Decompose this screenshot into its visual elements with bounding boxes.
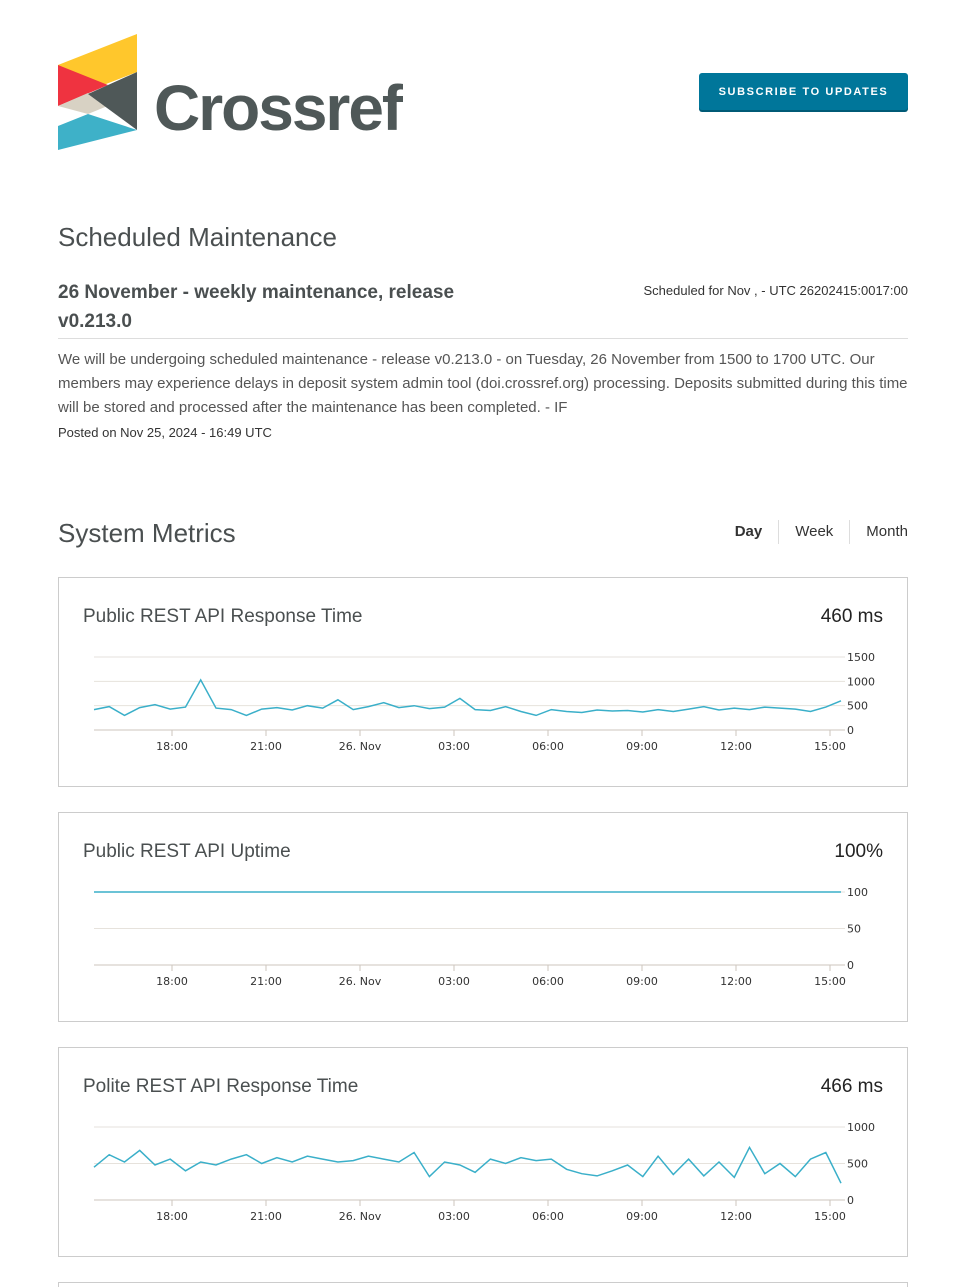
metric-chart: 0 50 100 18:00 21:00 26. Nov 03:00 06:00 09:00 12… (94, 886, 868, 988)
metric-card: Public REST API Uptime 100% 0 50 100 18:00 2… (58, 812, 908, 1022)
metric-card: Polite REST API Response Time 466 ms 0 50… (58, 1047, 908, 1257)
metric-title: Public REST API Uptime (83, 841, 291, 862)
x-tick-label: 03:00 (438, 740, 470, 753)
series-line (93, 678, 842, 717)
x-tick-label: 12:00 (720, 1210, 752, 1223)
range-week[interactable]: Week (778, 520, 849, 544)
y-tick-label: 500 (847, 700, 868, 713)
metric-chart: 0 500 1000 18:00 21:00 26. Nov 03:00 06:00 09:00… (93, 1121, 875, 1223)
y-tick-label: 0 (847, 959, 854, 972)
x-tick-label: 06:00 (532, 740, 564, 753)
incident-body: We will be undergoing scheduled maintena… (58, 351, 908, 416)
x-tick-label: 15:00 (814, 1210, 846, 1223)
incident-title[interactable]: 26 November - weekly maintenance, releas… (58, 282, 455, 332)
metric-title: Public REST API Response Time (83, 606, 363, 627)
x-tick-label: 18:00 (156, 975, 188, 988)
metrics-heading: System Metrics (58, 518, 236, 548)
y-tick-label: 0 (847, 724, 854, 737)
x-tick-label: 09:00 (626, 1210, 658, 1223)
x-tick-label: 21:00 (250, 1210, 282, 1223)
x-tick-label: 15:00 (814, 740, 846, 753)
x-tick-label: 12:00 (720, 975, 752, 988)
x-tick-label: 26. Nov (339, 975, 382, 988)
x-tick-label: 26. Nov (339, 740, 382, 753)
metric-value: 460 ms (820, 606, 883, 627)
x-tick-label: 18:00 (156, 1210, 188, 1223)
metric-title: Polite REST API Response Time (83, 1076, 359, 1097)
x-tick-label: 21:00 (250, 975, 282, 988)
metric-chart: 0 500 1000 1500 18:00 21:00 26. Nov 03:00 06:00 0… (93, 651, 875, 753)
incident-schedule: Scheduled for Nov , - UTC 26202415:0017:… (643, 283, 908, 298)
maintenance-heading: Scheduled Maintenance (58, 222, 337, 252)
subscribe-button[interactable]: SUBSCRIBE TO UPDATES (699, 73, 908, 110)
x-tick-label: 03:00 (438, 1210, 470, 1223)
brand-wordmark: Crossref (154, 72, 403, 144)
y-tick-label: 500 (847, 1158, 868, 1171)
metric-card-next (58, 1282, 908, 1287)
range-month[interactable]: Month (849, 520, 908, 544)
x-tick-label: 09:00 (626, 740, 658, 753)
y-tick-label: 1000 (847, 675, 875, 688)
x-tick-label: 06:00 (532, 975, 564, 988)
metric-value: 100% (834, 841, 883, 862)
x-tick-label: 03:00 (438, 975, 470, 988)
metric-value: 466 ms (820, 1076, 883, 1097)
y-tick-label: 0 (847, 1194, 854, 1207)
y-tick-label: 1500 (847, 651, 875, 664)
x-tick-label: 12:00 (720, 740, 752, 753)
range-selector: Day Week Month (719, 520, 908, 544)
x-tick-label: 09:00 (626, 975, 658, 988)
divider (58, 338, 908, 339)
x-tick-label: 15:00 (814, 975, 846, 988)
x-tick-label: 26. Nov (339, 1210, 382, 1223)
metric-card: Public REST API Response Time 460 ms 0 50… (58, 577, 908, 787)
y-tick-label: 1000 (847, 1121, 875, 1134)
x-tick-label: 21:00 (250, 740, 282, 753)
range-day[interactable]: Day (734, 523, 763, 540)
x-tick-label: 06:00 (532, 1210, 564, 1223)
series-line (93, 1145, 842, 1184)
y-tick-label: 100 (847, 886, 868, 899)
crossref-logo[interactable]: Crossref (58, 34, 403, 150)
x-tick-label: 18:00 (156, 740, 188, 753)
y-tick-label: 50 (847, 923, 861, 936)
incident-posted: Posted on Nov 25, 2024 - 16:49 UTC (58, 425, 272, 440)
